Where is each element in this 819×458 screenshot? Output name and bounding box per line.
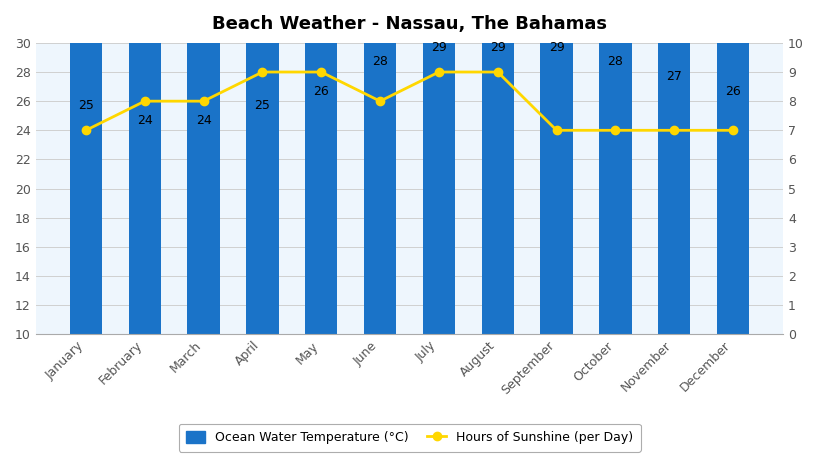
Bar	[247, 0, 278, 334]
Text: 24: 24	[137, 114, 152, 127]
Text: 26: 26	[726, 85, 741, 98]
Bar	[70, 0, 102, 334]
Text: 28: 28	[372, 55, 388, 68]
Bar	[600, 0, 631, 334]
Legend: Ocean Water Temperature (°C), Hours of Sunshine (per Day): Ocean Water Temperature (°C), Hours of S…	[179, 424, 640, 452]
Text: 27: 27	[667, 70, 682, 83]
Text: 29: 29	[431, 41, 447, 54]
Text: 29: 29	[490, 41, 505, 54]
Bar	[129, 0, 161, 334]
Bar	[364, 0, 396, 334]
Bar	[482, 0, 514, 334]
Text: 29: 29	[549, 41, 564, 54]
Text: 26: 26	[314, 85, 329, 98]
Text: 25: 25	[78, 99, 94, 112]
Bar	[658, 0, 690, 334]
Bar	[541, 0, 572, 334]
Text: 28: 28	[608, 55, 623, 68]
Bar	[717, 0, 749, 334]
Bar	[305, 0, 337, 334]
Text: 24: 24	[196, 114, 211, 127]
Title: Beach Weather - Nassau, The Bahamas: Beach Weather - Nassau, The Bahamas	[212, 15, 607, 33]
Text: 25: 25	[255, 99, 270, 112]
Bar	[188, 0, 219, 334]
Bar	[423, 0, 455, 334]
